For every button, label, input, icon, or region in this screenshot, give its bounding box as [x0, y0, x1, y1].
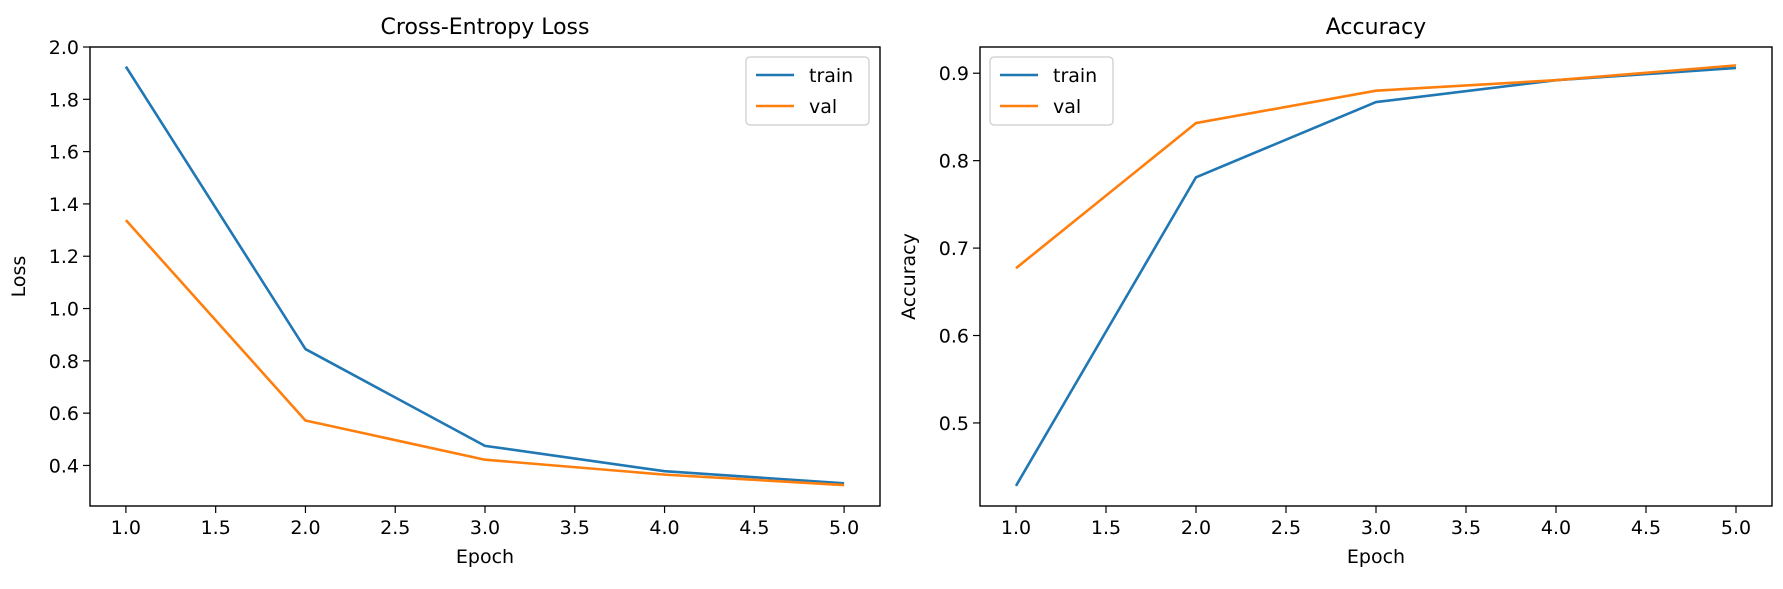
- x-tick-label: 1.0: [1001, 517, 1031, 539]
- chart-panel-2: Accuracy 1.0 1.5 2.0 2.5 3.0 3.5 4.0 4.5 5.0 0.5 0.…: [898, 15, 1773, 568]
- y-tick-label: 0.4: [49, 455, 79, 477]
- x-tick-label: 4.0: [649, 517, 679, 539]
- y-tick-label: 1.6: [49, 142, 79, 164]
- x-tick-label: 3.5: [560, 517, 590, 539]
- series-line-val: [124, 219, 845, 487]
- y-tick-label: 0.6: [49, 403, 79, 425]
- legend: train val: [989, 56, 1114, 126]
- chart-title: Cross-Entropy Loss: [381, 15, 590, 40]
- x-tick-label: 3.5: [1451, 517, 1481, 539]
- x-tick-label: 3.0: [470, 517, 500, 539]
- legend: train val: [745, 56, 870, 126]
- x-axis-label: Epoch: [456, 546, 514, 568]
- legend-label-train: train: [1053, 65, 1097, 87]
- x-tick-label: 1.0: [111, 517, 141, 539]
- y-tick-label: 1.2: [49, 246, 79, 268]
- y-tick-label: 2.0: [49, 37, 79, 59]
- y-axis-label: Loss: [8, 256, 30, 298]
- chart-panel-1: Cross-Entropy Loss 1.0 1.5 2.0 2.5 3.0 3.5 4.0 4…: [8, 15, 881, 568]
- chart-title: Accuracy: [1326, 15, 1426, 40]
- x-tick-label: 5.0: [1721, 517, 1751, 539]
- x-tick-label: 2.5: [380, 517, 410, 539]
- legend-label-val: val: [1053, 96, 1081, 118]
- y-tick-label: 0.5: [939, 413, 969, 435]
- y-tick-label: 1.8: [49, 89, 79, 111]
- x-tick-label: 4.5: [739, 517, 769, 539]
- legend-label-train: train: [809, 65, 853, 87]
- series-line-val: [1015, 64, 1737, 270]
- x-tick-label: 1.5: [1091, 517, 1121, 539]
- legend-label-val: val: [809, 96, 837, 118]
- y-axis-label: Accuracy: [898, 233, 920, 320]
- series-line-train: [1014, 66, 1737, 487]
- x-tick-label: 3.0: [1361, 517, 1391, 539]
- x-tick-label: 2.0: [290, 517, 320, 539]
- y-tick-label: 0.8: [939, 151, 969, 173]
- x-axis-label: Epoch: [1347, 546, 1405, 568]
- x-tick-label: 5.0: [829, 517, 859, 539]
- x-tick-label: 2.5: [1271, 517, 1301, 539]
- x-tick-label: 4.0: [1541, 517, 1571, 539]
- x-tick-label: 4.5: [1631, 517, 1661, 539]
- y-tick-label: 0.7: [939, 238, 969, 260]
- x-tick-label: 1.5: [201, 517, 231, 539]
- y-tick-label: 0.8: [49, 351, 79, 373]
- x-tick-label: 2.0: [1181, 517, 1211, 539]
- y-tick-label: 0.6: [939, 326, 969, 348]
- y-tick-label: 0.9: [939, 63, 969, 85]
- y-tick-label: 1.4: [49, 194, 79, 216]
- y-tick-label: 1.0: [49, 299, 79, 321]
- series-line-train: [124, 65, 845, 485]
